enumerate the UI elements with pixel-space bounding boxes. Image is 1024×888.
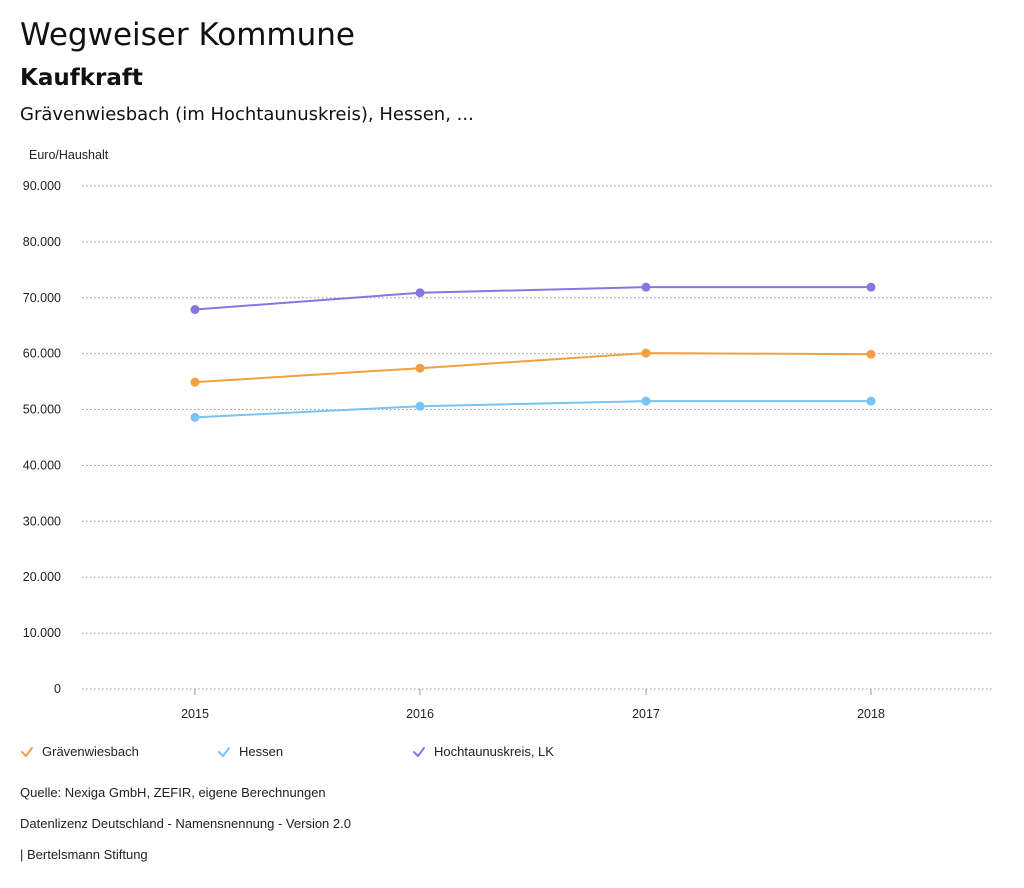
series-1 bbox=[190, 396, 876, 422]
checkmark-icon bbox=[413, 746, 425, 757]
data-point[interactable] bbox=[190, 377, 200, 387]
y-tick-label: 80.000 bbox=[23, 235, 61, 249]
region-label: Grävenwiesbach (im Hochtaunuskreis), Hes… bbox=[20, 104, 474, 125]
legend-item[interactable]: Hessen bbox=[217, 744, 283, 759]
chart-legend: Grävenwiesbach Hessen Hochtaunuskreis, LK bbox=[20, 744, 1000, 766]
data-point[interactable] bbox=[866, 349, 876, 359]
x-tick-label: 2016 bbox=[406, 707, 434, 721]
series-lines bbox=[190, 282, 876, 422]
y-tick-label: 10.000 bbox=[23, 626, 61, 640]
legend-label: Hochtaunuskreis, LK bbox=[434, 744, 554, 759]
data-point[interactable] bbox=[866, 282, 876, 292]
legend-item[interactable]: Grävenwiesbach bbox=[20, 744, 139, 759]
data-point[interactable] bbox=[866, 396, 876, 406]
license-note: Datenlizenz Deutschland - Namensnennung … bbox=[20, 816, 351, 831]
data-point[interactable] bbox=[190, 412, 200, 422]
series-line bbox=[194, 400, 871, 419]
y-tick-label: 20.000 bbox=[23, 570, 61, 584]
checkmark-icon bbox=[218, 746, 230, 757]
y-tick-label: 70.000 bbox=[23, 291, 61, 305]
y-tick-label: 40.000 bbox=[23, 458, 61, 472]
data-point[interactable] bbox=[415, 363, 425, 373]
line-chart: 0 10.000 20.000 30.000 40.000 50.000 60.000 70.… bbox=[23, 148, 992, 721]
series-line bbox=[194, 352, 872, 384]
y-axis-ticks: 0 10.000 20.000 30.000 40.000 50.000 60.000 70.… bbox=[23, 179, 61, 696]
source-note: Quelle: Nexiga GmbH, ZEFIR, eigene Berec… bbox=[20, 785, 326, 800]
y-tick-label: 60.000 bbox=[23, 347, 61, 361]
y-tick-label: 50.000 bbox=[23, 403, 61, 417]
legend-item[interactable]: Hochtaunuskreis, LK bbox=[412, 744, 554, 759]
data-point[interactable] bbox=[415, 288, 425, 298]
data-point[interactable] bbox=[641, 282, 651, 292]
legend-label: Hessen bbox=[239, 744, 284, 759]
legend-label: Grävenwiesbach bbox=[42, 744, 139, 759]
data-point[interactable] bbox=[641, 348, 651, 358]
x-tick-label: 2015 bbox=[181, 707, 209, 721]
chart-subtitle: Kaufkraft bbox=[20, 65, 143, 91]
grid-lines bbox=[82, 185, 992, 690]
data-point[interactable] bbox=[190, 305, 200, 315]
series-2 bbox=[190, 282, 876, 315]
y-tick-label: 30.000 bbox=[23, 514, 61, 528]
x-tick-label: 2017 bbox=[632, 707, 660, 721]
page-title: Wegweiser Kommune bbox=[20, 17, 355, 53]
y-tick-label: 0 bbox=[54, 682, 61, 696]
series-line bbox=[194, 286, 871, 311]
x-axis-ticks: 2015 2016 2017 2018 bbox=[181, 689, 885, 721]
y-axis-label: Euro/Haushalt bbox=[29, 148, 109, 162]
data-point[interactable] bbox=[641, 396, 651, 406]
publisher-note: | Bertelsmann Stiftung bbox=[20, 847, 148, 862]
series-0 bbox=[190, 348, 876, 387]
data-point[interactable] bbox=[415, 401, 425, 411]
checkmark-icon bbox=[21, 746, 33, 757]
x-tick-label: 2018 bbox=[857, 707, 885, 721]
y-tick-label: 90.000 bbox=[23, 179, 61, 193]
